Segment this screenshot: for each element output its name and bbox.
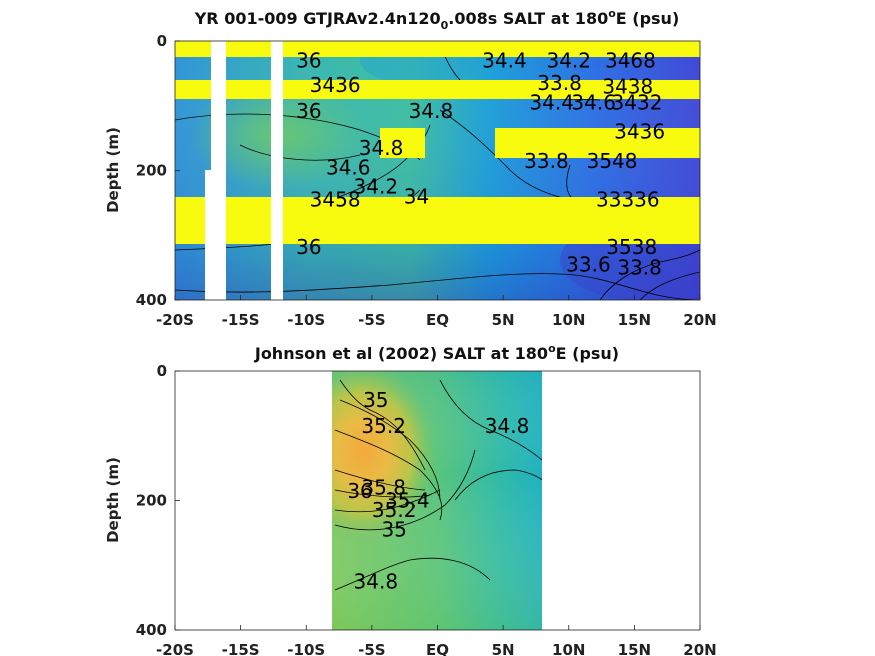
y-tick-label: 0 bbox=[157, 32, 167, 50]
contour-label: 36 bbox=[347, 479, 372, 503]
x-tick-label: -20S bbox=[156, 311, 194, 329]
x-tick-label: EQ bbox=[426, 311, 449, 329]
x-tick-label: 5N bbox=[492, 641, 515, 656]
contour-label: 34.6 bbox=[571, 91, 616, 115]
bottom-x-axis: -20S -15S -10S -5S EQ 5N 10N 15N 20N bbox=[156, 625, 717, 656]
x-tick-label: 5N bbox=[492, 311, 515, 329]
contour-label: 33.8 bbox=[537, 71, 582, 95]
contour-label: 36 bbox=[296, 48, 321, 72]
contour-label: 33336 bbox=[596, 188, 660, 212]
x-tick-label: EQ bbox=[426, 641, 449, 656]
contour-label: 34.4 bbox=[529, 91, 574, 115]
y-tick-label: 400 bbox=[136, 621, 167, 639]
x-tick-label: -15S bbox=[222, 311, 260, 329]
contour-label: 34.8 bbox=[485, 414, 530, 438]
bottom-panel: Johnson et al (2002) SALT at 180oE (psu)… bbox=[104, 342, 717, 656]
x-tick-label: -15S bbox=[222, 641, 260, 656]
x-tick-label: 10N bbox=[552, 641, 585, 656]
contour-label: 35.8 bbox=[361, 476, 406, 500]
top-panel-title: YR 001-009 GTJRAv2.4n1200.008s SALT at 1… bbox=[194, 7, 680, 32]
contour-label: 33.8 bbox=[617, 256, 662, 280]
contour-label: 34.2 bbox=[546, 48, 591, 72]
bottom-y-axis-label: Depth (m) bbox=[104, 457, 122, 543]
y-tick-label: 0 bbox=[157, 362, 167, 380]
x-tick-label: -5S bbox=[358, 311, 385, 329]
contour-label: 33.8 bbox=[524, 149, 569, 173]
x-tick-label: 20N bbox=[683, 641, 716, 656]
contour-label: 33.6 bbox=[566, 252, 611, 276]
contour-label: 36 bbox=[296, 99, 321, 123]
bottom-panel-title: Johnson et al (2002) SALT at 180oE (psu) bbox=[254, 342, 619, 363]
top-y-axis-label: Depth (m) bbox=[104, 127, 122, 213]
contour-label: 34.8 bbox=[359, 136, 404, 160]
contour-label: 3436 bbox=[614, 120, 665, 144]
contour-label: 35.2 bbox=[361, 414, 406, 438]
top-y-axis: 0 200 400 bbox=[136, 32, 180, 309]
x-tick-label: 10N bbox=[552, 311, 585, 329]
top-panel: YR 001-009 GTJRAv2.4n1200.008s SALT at 1… bbox=[104, 7, 717, 329]
x-tick-label: -10S bbox=[287, 641, 325, 656]
x-tick-label: -10S bbox=[287, 311, 325, 329]
contour-label: 3438 bbox=[602, 74, 653, 98]
x-tick-label: -20S bbox=[156, 641, 194, 656]
contour-label: 3548 bbox=[587, 149, 638, 173]
contour-label: 34.8 bbox=[409, 99, 454, 123]
contour-label: 34.2 bbox=[354, 175, 399, 199]
contour-label: 34.6 bbox=[326, 155, 371, 179]
y-tick-label: 200 bbox=[136, 162, 167, 180]
y-tick-label: 200 bbox=[136, 492, 167, 510]
contour-label: 34.4 bbox=[482, 48, 527, 72]
top-x-axis: -20S -15S -10S -5S EQ 5N 10N 15N 20N bbox=[156, 295, 717, 329]
contour-label: 3436 bbox=[310, 73, 361, 97]
contour-label: 3468 bbox=[605, 48, 656, 72]
contour-label: 35 bbox=[381, 518, 406, 542]
x-tick-label: 20N bbox=[683, 311, 716, 329]
bottom-y-axis: 0 200 400 bbox=[136, 362, 180, 639]
x-tick-label: 15N bbox=[618, 311, 651, 329]
contour-label: 35.4 bbox=[385, 489, 430, 513]
contour-label: 36 bbox=[296, 235, 321, 259]
y-tick-label: 400 bbox=[136, 291, 167, 309]
contour-label: 35 bbox=[363, 388, 388, 412]
contour-label: 3432 bbox=[612, 91, 663, 115]
contour-label: 34 bbox=[404, 184, 429, 208]
contour-label: 3458 bbox=[310, 188, 361, 212]
x-tick-label: -5S bbox=[358, 641, 385, 656]
contour-label: 3538 bbox=[606, 235, 657, 259]
x-tick-label: 15N bbox=[618, 641, 651, 656]
contour-label: 34.8 bbox=[354, 569, 399, 593]
contour-label: 35.2 bbox=[372, 498, 417, 522]
